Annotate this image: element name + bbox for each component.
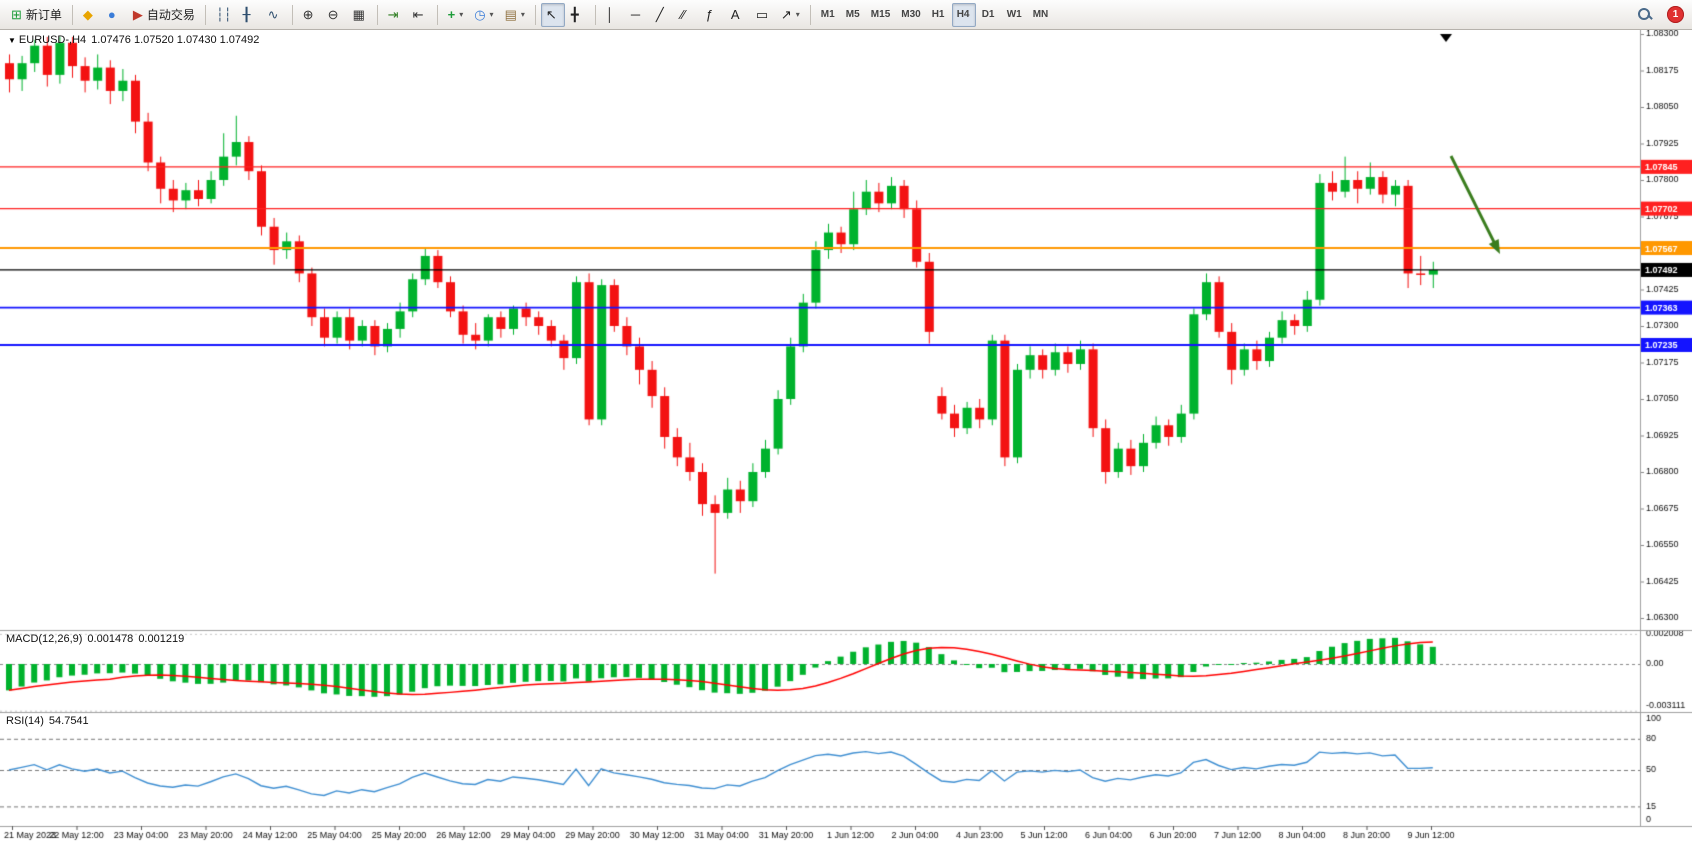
timeframe-w1[interactable]: W1 [1002, 3, 1027, 27]
search-icon [1637, 7, 1652, 22]
periods-icon: ◷ [474, 7, 486, 22]
periods-button[interactable]: ◷ ▾ [469, 3, 498, 27]
text-button[interactable]: A [726, 3, 750, 27]
text-icon: A [730, 7, 740, 22]
line-chart-icon: ∿ [267, 7, 279, 22]
timeframe-mn[interactable]: MN [1028, 3, 1054, 27]
caret-down-icon: ▾ [520, 10, 525, 19]
chart-shift-button[interactable]: ⇤ [408, 3, 432, 27]
trendline-button[interactable]: ╱ [651, 3, 675, 27]
tile-windows-button[interactable]: ▦ [348, 3, 372, 27]
timeframe-m30[interactable]: M30 [896, 3, 925, 27]
toolbar-right: 1 [1632, 3, 1686, 27]
timeframe-m15[interactable]: M15 [866, 3, 895, 27]
cursor-icon: ↖ [545, 7, 557, 22]
zoom-in-icon: ⊕ [302, 7, 314, 22]
timeframe-m30-label: M30 [901, 9, 921, 20]
autotrading-button-label: 自动交易 [146, 8, 195, 22]
horizontal-line-button[interactable]: ─ [626, 3, 650, 27]
toolbar: ⊞ 新订单 ◆ ● ▶ 自动交易 ┆┆ ╂ ∿ ⊕ ⊖ ▦ ⇥ ⇤ + ▾ ◷ ▾ ▤ ▾ ↖ ╋ │ ─ ╱ ∕∕ ƒ A ▭ ↗ ▾ M1… [0, 0, 1692, 30]
community-button[interactable]: ● [103, 3, 127, 27]
horizontal-line-icon: ─ [630, 7, 641, 22]
timeframe-m5[interactable]: M5 [841, 3, 865, 27]
fibonacci-icon: ƒ [705, 7, 714, 22]
autotrading-icon: ▶ [132, 7, 143, 22]
channel-button[interactable]: ∕∕ [676, 3, 700, 27]
bar-chart-button[interactable]: ┆┆ [211, 3, 237, 27]
timeframe-h4[interactable]: H4 [951, 2, 976, 27]
toolbar-separator [534, 4, 536, 25]
toolbar-separator [71, 4, 73, 25]
timeframe-h4-label: H4 [956, 9, 970, 20]
text-label-icon: ▭ [755, 7, 769, 22]
text-label-button[interactable]: ▭ [751, 3, 775, 27]
autotrading-button[interactable]: ▶ 自动交易 [128, 3, 200, 27]
indicators-button[interactable]: + ▾ [443, 3, 469, 27]
arrows-button[interactable]: ↗ ▾ [776, 3, 805, 27]
crosshair-icon: ╋ [570, 7, 579, 22]
market-icon: ◆ [82, 7, 93, 22]
community-icon: ● [107, 7, 116, 22]
notification-badge[interactable]: 1 [1667, 6, 1684, 23]
vertical-line-icon: │ [605, 7, 614, 22]
autoscroll-icon: ⇥ [387, 7, 399, 22]
timeframe-h1[interactable]: H1 [927, 3, 951, 27]
arrows-icon: ↗ [780, 7, 792, 22]
toolbar-buttons: ⊞ 新订单 ◆ ● ▶ 自动交易 ┆┆ ╂ ∿ ⊕ ⊖ ▦ ⇥ ⇤ + ▾ ◷ ▾ ▤ ▾ ↖ ╋ │ ─ ╱ ∕∕ ƒ A ▭ ↗ ▾ M1… [6, 2, 1632, 27]
timeframe-m1-label: M1 [820, 9, 835, 20]
toolbar-separator [291, 4, 293, 25]
bar-chart-icon: ┆┆ [215, 7, 232, 22]
templates-icon: ▤ [504, 7, 517, 22]
templates-button[interactable]: ▤ ▾ [500, 3, 530, 27]
timeframe-w1-label: W1 [1006, 9, 1022, 20]
vertical-line-button[interactable]: │ [601, 3, 625, 27]
candlestick-button[interactable]: ╂ [238, 3, 262, 27]
zoom-out-button[interactable]: ⊖ [323, 3, 347, 27]
new-order-button[interactable]: ⊞ 新订单 [6, 3, 67, 27]
timeframe-h1-label: H1 [931, 9, 945, 20]
line-chart-button[interactable]: ∿ [263, 3, 287, 27]
timeframe-mn-label: MN [1032, 9, 1049, 20]
toolbar-separator [809, 4, 811, 25]
zoom-out-icon: ⊖ [327, 7, 339, 22]
timeframe-m1[interactable]: M1 [816, 3, 840, 27]
price-chart-canvas[interactable] [0, 30, 1692, 843]
autoscroll-button[interactable]: ⇥ [383, 3, 407, 27]
candlestick-icon: ╂ [242, 7, 251, 22]
trendline-icon: ╱ [655, 7, 664, 22]
search-button[interactable] [1632, 3, 1657, 27]
fibonacci-button[interactable]: ƒ [701, 3, 725, 27]
cursor-button[interactable]: ↖ [540, 2, 565, 27]
toolbar-separator [204, 4, 206, 25]
caret-down-icon: ▾ [459, 10, 464, 19]
caret-down-icon: ▾ [795, 10, 800, 19]
timeframe-m15-label: M15 [870, 9, 891, 20]
indicators-icon: + [447, 7, 456, 22]
chart-window: ▼ EURUSD-,H4 1.07476 1.07520 1.07430 1.074… [0, 30, 1692, 843]
crosshair-button[interactable]: ╋ [566, 3, 590, 27]
channel-icon: ∕∕ [680, 7, 686, 22]
toolbar-separator [376, 4, 378, 25]
timeframe-d1[interactable]: D1 [977, 3, 1001, 27]
toolbar-separator [594, 4, 596, 25]
timeframe-d1-label: D1 [981, 9, 995, 20]
chart-shift-icon: ⇤ [412, 7, 424, 22]
timeframe-m5-label: M5 [845, 9, 860, 20]
caret-down-icon: ▾ [489, 10, 494, 19]
toolbar-separator [436, 4, 438, 25]
zoom-in-button[interactable]: ⊕ [298, 3, 322, 27]
market-button[interactable]: ◆ [78, 3, 102, 27]
new-order-button-label: 新订单 [25, 8, 62, 22]
tile-windows-icon: ▦ [352, 7, 365, 22]
new-order-icon: ⊞ [11, 7, 22, 22]
